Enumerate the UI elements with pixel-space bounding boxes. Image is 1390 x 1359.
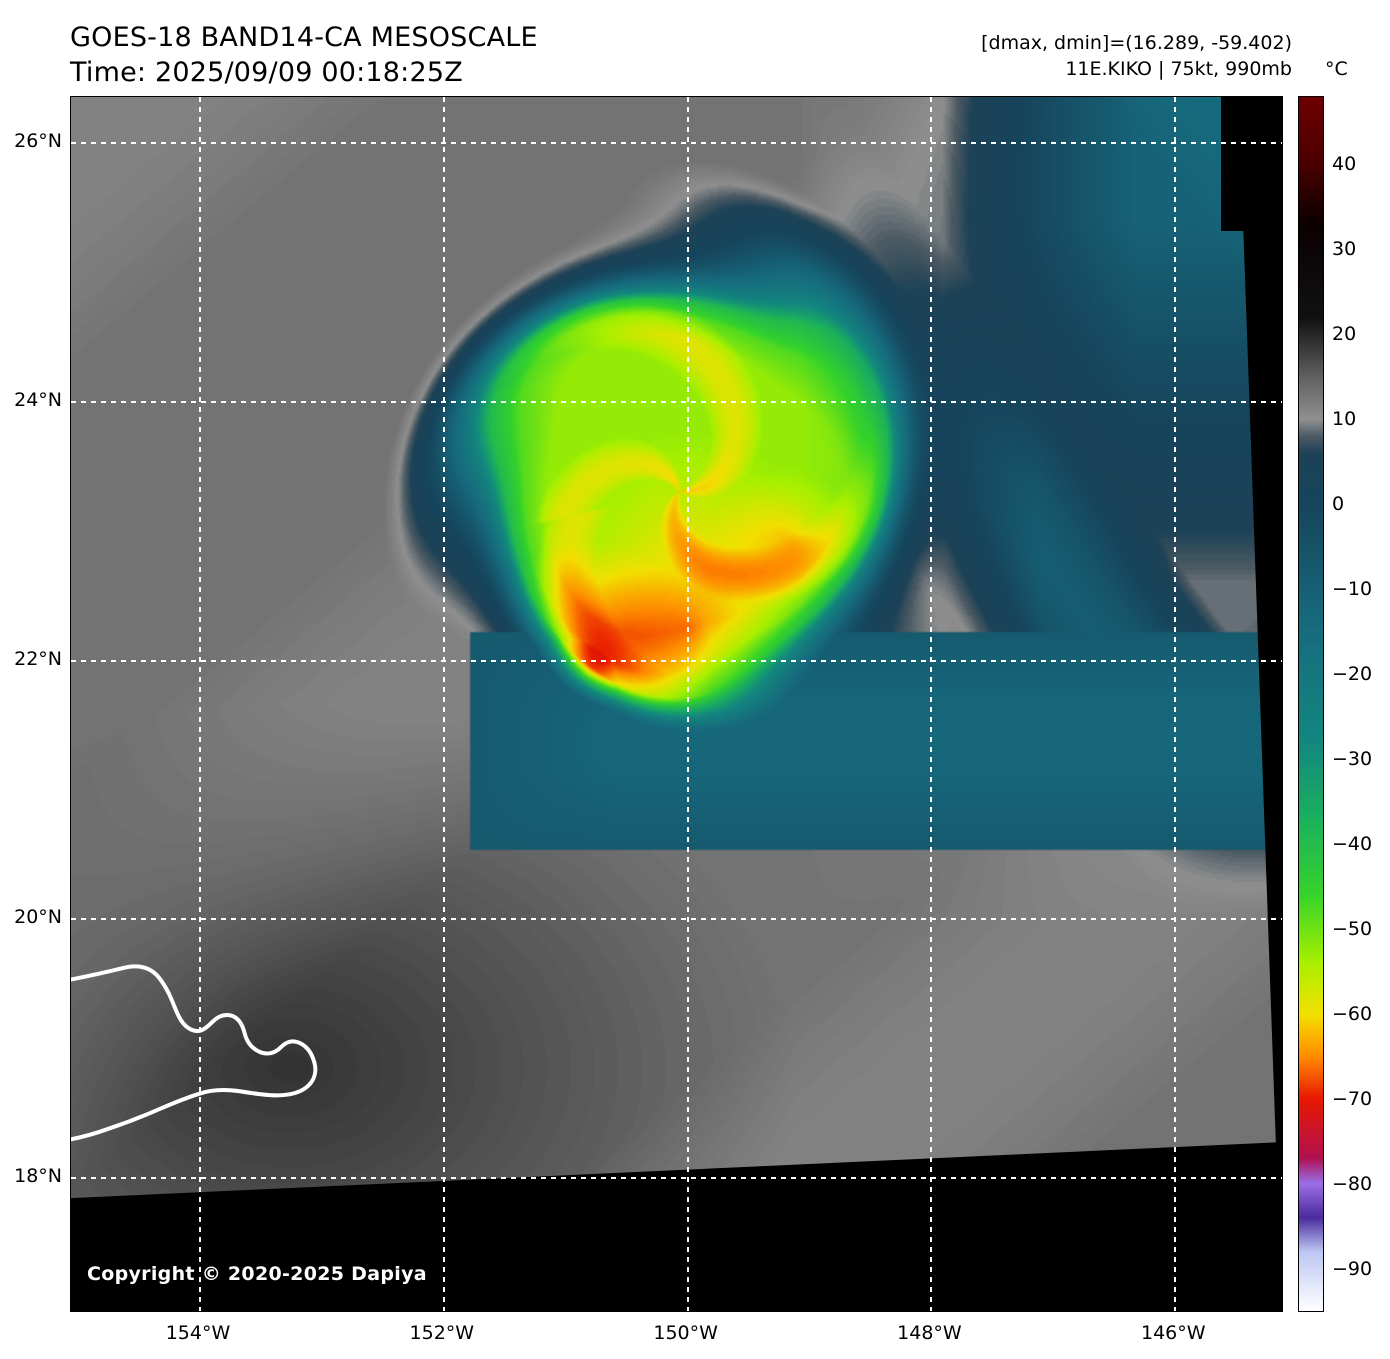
- infrared-brightness-temperature-raster: [71, 97, 1282, 1311]
- y-tick-label: 24°N: [14, 389, 62, 411]
- satellite-image-plot[interactable]: Copyright © 2020-2025 Dapiya: [70, 96, 1283, 1312]
- scan-edge-nodata-topright: [1221, 97, 1282, 231]
- colorbar-tick-label: 20: [1332, 323, 1357, 346]
- colorbar-tick-label: −30: [1332, 748, 1373, 771]
- gridline-longitude: [442, 97, 445, 1311]
- page-title: GOES-18 BAND14-CA MESOSCALE: [70, 22, 538, 53]
- colorbar-tick-label: 0: [1332, 493, 1345, 516]
- colorbar-unit-label: °C: [1325, 58, 1348, 80]
- colorbar-tick-label: 30: [1332, 238, 1357, 261]
- data-range-label: [dmax, dmin]=(16.289, -59.402): [981, 32, 1292, 54]
- x-tick-label: 146°W: [1141, 1322, 1206, 1344]
- x-tick-label: 148°W: [897, 1322, 962, 1344]
- colorbar-gradient: [1299, 97, 1323, 1311]
- gridline-latitude: [71, 401, 1282, 403]
- gridline-longitude: [199, 97, 201, 1311]
- colorbar-tick-label: 40: [1332, 153, 1357, 176]
- colorbar-tick-label: −40: [1332, 833, 1373, 856]
- x-tick-label: 154°W: [165, 1322, 231, 1344]
- copyright-notice: Copyright © 2020-2025 Dapiya: [87, 1263, 427, 1285]
- x-tick-label: 150°W: [653, 1322, 718, 1344]
- header-left-block: GOES-18 BAND14-CA MESOSCALE Time: 2025/0…: [70, 20, 770, 90]
- colorbar-tick-label: 10: [1332, 408, 1357, 431]
- colorbar-tick-label: −50: [1332, 918, 1373, 941]
- colorbar-tick-label: −20: [1332, 663, 1373, 686]
- y-tick-label: 26°N: [14, 130, 62, 153]
- temperature-colorbar[interactable]: [1298, 96, 1324, 1312]
- y-tick-label: 22°N: [14, 647, 62, 670]
- y-tick-label: 18°N: [14, 1165, 62, 1188]
- gridline-latitude: [71, 1177, 1282, 1180]
- colorbar-tick-label: −80: [1332, 1173, 1373, 1196]
- hawaii-coastline-overlay: [71, 964, 318, 1142]
- colorbar-tick-label: −10: [1332, 578, 1373, 601]
- header-right-block: [dmax, dmin]=(16.289, -59.402) 11E.KIKO …: [981, 30, 1292, 82]
- gridline-longitude: [930, 97, 933, 1311]
- timestamp-line: Time: 2025/09/09 00:18:25Z: [70, 57, 463, 88]
- x-tick-label: 152°W: [409, 1322, 475, 1344]
- gridline-latitude: [71, 659, 1282, 662]
- gridline-longitude: [1174, 97, 1177, 1311]
- colorbar-tick-label: −60: [1332, 1003, 1373, 1026]
- y-tick-label: 20°N: [14, 906, 62, 929]
- gridline-latitude: [71, 918, 1282, 921]
- storm-info-label: 11E.KIKO | 75kt, 990mb: [1065, 58, 1292, 80]
- colorbar-tick-label: −70: [1332, 1088, 1373, 1111]
- gridline-latitude: [71, 142, 1282, 145]
- colorbar-tick-label: −90: [1332, 1258, 1373, 1281]
- gridline-longitude: [686, 97, 689, 1311]
